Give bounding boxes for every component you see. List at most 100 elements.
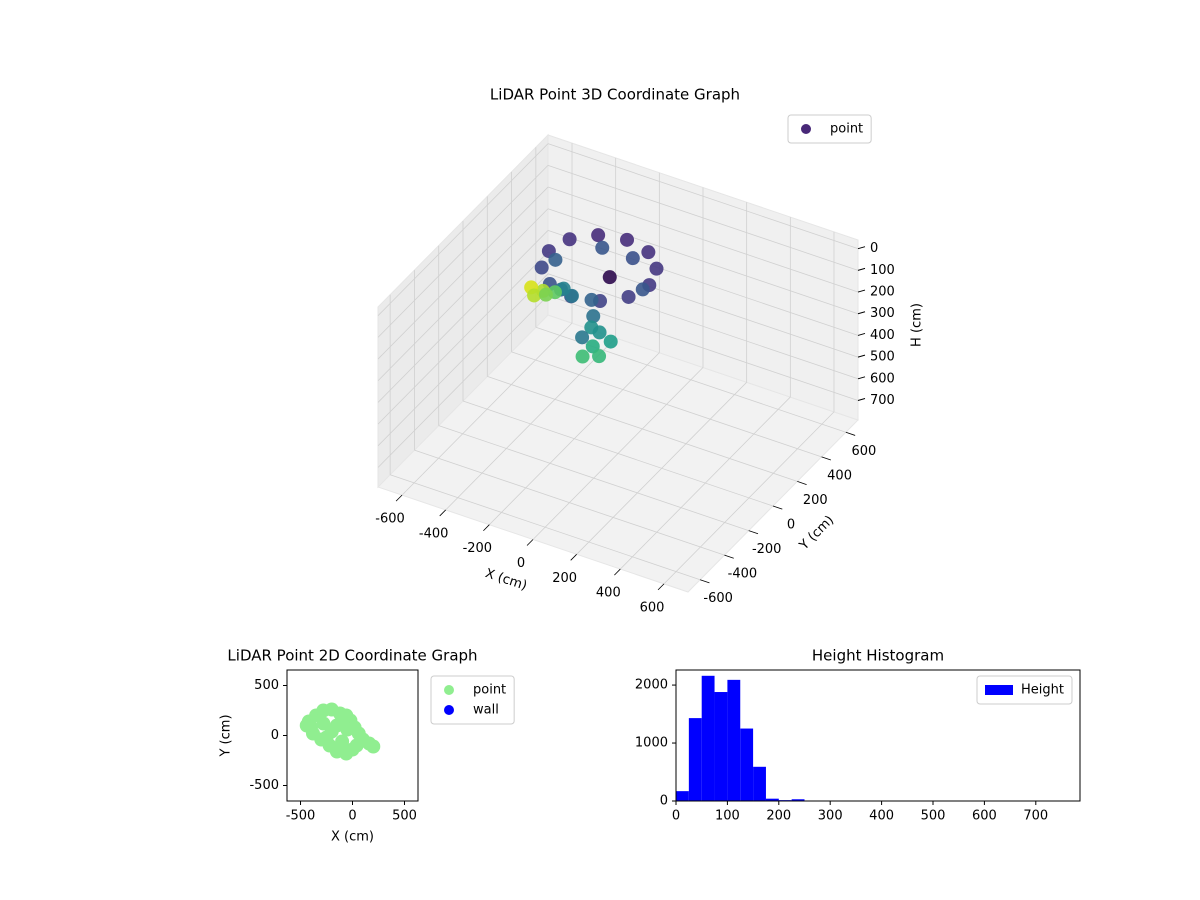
grid-line — [377, 208, 549, 382]
point — [641, 245, 656, 260]
x-tick-label: 300 — [818, 809, 843, 824]
x-tick-mark — [657, 583, 665, 591]
point — [592, 349, 607, 364]
x-tick-mark — [570, 554, 577, 561]
grid-line — [377, 165, 549, 338]
z-tick-mark — [857, 398, 866, 401]
grid-line — [377, 251, 549, 425]
bar — [676, 791, 689, 801]
z-tick-label: 300 — [870, 306, 895, 321]
y-tick-label: 600 — [851, 444, 876, 459]
point — [584, 320, 599, 335]
x-tick-label: 200 — [552, 571, 577, 586]
y-tick-label: 2000 — [635, 678, 668, 693]
x-tick-label: 200 — [766, 809, 791, 824]
chart-title: LiDAR Point 2D Coordinate Graph — [227, 647, 477, 665]
legend-marker — [985, 685, 1013, 695]
x-tick-label: 500 — [392, 809, 417, 824]
y-tick-label: -200 — [752, 542, 782, 557]
point — [527, 288, 542, 303]
y-tick-mark — [772, 505, 783, 510]
legend-box — [787, 114, 872, 144]
x-tick-mark — [614, 568, 621, 576]
point — [625, 251, 640, 266]
legend-marker — [444, 705, 454, 715]
z-tick-label: 100 — [870, 263, 895, 278]
grid-line — [511, 351, 822, 458]
point — [534, 260, 549, 275]
bar — [688, 718, 702, 801]
grid-line — [377, 295, 549, 468]
y-tick-label: 0 — [787, 518, 795, 533]
grid-line — [547, 273, 859, 380]
x-tick-label: -500 — [286, 809, 316, 824]
x-tick-mark — [526, 539, 534, 546]
z-tick-mark — [857, 376, 866, 380]
y-tick-label: 500 — [254, 678, 279, 693]
point — [366, 739, 381, 754]
x-tick-label: 400 — [869, 809, 894, 824]
y-axis-label: Y (cm) — [219, 714, 234, 757]
grid-line — [377, 230, 549, 403]
point — [584, 292, 599, 307]
grid-line — [547, 186, 859, 293]
x-tick-mark — [439, 509, 446, 517]
z-tick-mark — [857, 246, 866, 250]
point — [602, 270, 617, 285]
grid-line — [547, 295, 859, 401]
point — [621, 289, 636, 304]
grid-line — [377, 186, 549, 360]
point — [335, 713, 350, 728]
y-tick-label: 0 — [271, 728, 279, 743]
y-tick-mark — [821, 456, 831, 461]
bar — [765, 798, 779, 801]
z-tick-label: 400 — [870, 328, 895, 343]
y-tick-label: -500 — [249, 778, 279, 793]
y-tick-label: -400 — [728, 567, 758, 582]
x-axis-label: X (cm) — [331, 830, 374, 845]
y-tick-label: 0 — [660, 794, 668, 809]
point — [591, 228, 606, 243]
point — [603, 334, 618, 349]
grid-line — [438, 425, 749, 531]
z-axis-label: H (cm) — [910, 303, 925, 347]
legend-box — [976, 675, 1073, 705]
bar — [740, 728, 754, 801]
y-tick-mark — [797, 481, 807, 485]
point — [319, 730, 334, 745]
point — [335, 734, 350, 749]
point — [575, 330, 590, 345]
x-tick-label: 600 — [640, 600, 665, 615]
legend-label: Height — [1021, 683, 1064, 698]
point — [299, 718, 314, 733]
z-tick-mark — [857, 311, 866, 315]
legend-marker — [444, 685, 454, 695]
y-tick-mark — [845, 431, 856, 436]
grid-line — [377, 273, 549, 447]
point — [562, 232, 577, 247]
point — [538, 287, 553, 302]
z-tick-label: 600 — [870, 371, 895, 386]
z-tick-label: 500 — [870, 350, 895, 365]
point — [575, 349, 590, 364]
y-tick-label: -600 — [703, 591, 733, 606]
x-tick-label: 600 — [972, 809, 997, 824]
z-tick-mark — [857, 289, 866, 293]
grid-line — [547, 143, 859, 250]
y-tick-mark — [748, 530, 759, 535]
grid-line — [487, 376, 798, 482]
z-tick-mark — [857, 332, 866, 336]
grid-line — [547, 164, 859, 271]
z-tick-mark — [857, 354, 866, 358]
grid-line — [547, 208, 859, 315]
legend-label: point — [473, 683, 506, 698]
bar — [753, 766, 766, 801]
legend-label: wall — [473, 703, 499, 718]
y-tick-mark — [724, 554, 734, 559]
point — [316, 716, 331, 731]
bar — [791, 799, 805, 801]
axes-frame — [675, 669, 1081, 802]
legend-label: point — [830, 122, 863, 137]
x-tick-label: 500 — [921, 809, 946, 824]
